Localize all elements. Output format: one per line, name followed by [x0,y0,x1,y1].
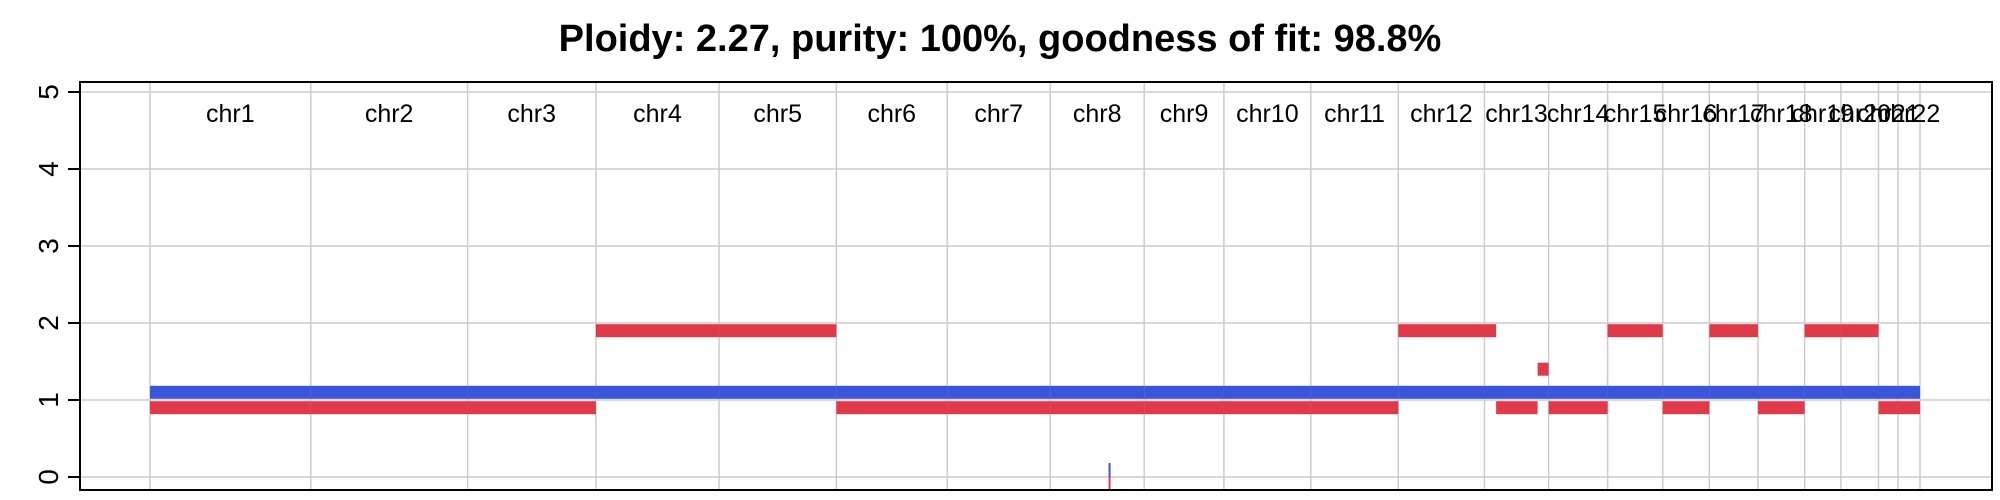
major-copy-segment [1223,401,1311,415]
major-copy-segment [1897,401,1920,415]
major-copy-segment [1310,401,1399,415]
chromosome-label: chr16 [1655,100,1718,128]
minor-copy-segment [719,385,837,399]
minor-copy-segment [1310,385,1399,399]
minor-copy-segment [1398,385,1485,399]
chromosome-label: chr11 [1324,100,1385,128]
major-copy-segment [1050,401,1145,415]
minor-copy-segment [1548,385,1608,399]
major-copy-segment [836,401,948,415]
chromosome-label: chr21 [1857,100,1920,128]
major-copy-segment [595,324,720,338]
y-tick-label: 4 [33,161,64,177]
chromosome-label: chr4 [633,100,682,128]
minor-copy-segment [1144,385,1224,399]
chromosome-label: chr10 [1236,100,1299,128]
minor-copy-segment [1662,385,1710,399]
minor-copy-segment [595,385,720,399]
minor-copy-segment [1484,385,1549,399]
minor-copy-segment [1050,385,1145,399]
minor-copy-segment [150,385,311,399]
minor-copy-segment [1804,385,1841,399]
chromosome-label: chr9 [1160,100,1209,128]
chromosome-label: chr7 [974,100,1023,128]
chromosome-label: chr3 [507,100,556,128]
major-copy-segment [1607,324,1663,338]
major-copy-segment [719,324,837,338]
minor-copy-segment [1897,385,1920,399]
major-copy-segment [1484,324,1497,338]
major-copy-segment [467,401,596,415]
minor-copy-segment [1840,385,1879,399]
minor-copy-segment [310,385,468,399]
major-copy-segment [1537,362,1549,376]
major-copy-segment [310,401,468,415]
chromosome-label: chr2 [365,100,414,128]
major-copy-segment [1496,401,1538,415]
chromosome-label: chr19 [1792,100,1855,128]
minor-copy-segment [1757,385,1805,399]
segment-layer [150,324,1920,491]
y-tick-label: 5 [33,84,64,100]
minor-copy-segment [836,385,948,399]
major-copy-segment [947,401,1051,415]
chromosome-label: chr20 [1828,100,1891,128]
y-tick-label: 0 [33,469,64,485]
chromosome-label: chr17 [1702,100,1765,128]
chromosome-label: chr5 [753,100,802,128]
label-layer: chr1 chr2 chr3 chr4 chr5 chr6 chr7 chr8 chr9 chr1… [206,100,1940,128]
chart-title: Ploidy: 2.27, purity: 100%, goodness of … [558,18,1442,60]
plot-frame [79,81,1993,491]
chromosome-label: chr8 [1073,100,1122,128]
major-copy-segment [1144,401,1224,415]
minor-copy-segment [1878,385,1898,399]
chromosome-label: chr14 [1547,100,1610,128]
minor-copy-segment [1607,385,1663,399]
minor-copy-segment [1223,385,1311,399]
chromosome-label: chr12 [1410,100,1473,128]
y-tick-label: 2 [33,315,64,331]
major-copy-segment [1548,401,1608,415]
chromosome-label: chr6 [867,100,916,128]
chromosome-label: chr18 [1750,100,1813,128]
major-copy-segment [1840,324,1879,338]
y-axis: 0 1 2 3 4 5 [33,84,81,485]
minor-copy-segment [467,385,596,399]
chromosome-label: chr22 [1878,100,1941,128]
y-tick-label: 3 [33,238,64,254]
minor-copy-segment [947,385,1051,399]
major-copy-segment [1709,324,1758,338]
major-copy-segment [1662,401,1710,415]
major-copy-segment [1398,324,1485,338]
chromosome-label: chr1 [206,100,255,128]
minor-copy-segment [1108,463,1111,477]
chromosome-label: chr15 [1604,100,1667,128]
grid-layer [80,82,1992,490]
minor-copy-segment [1709,385,1758,399]
major-copy-segment [150,401,311,415]
major-copy-segment [1108,477,1111,491]
major-copy-segment [1804,324,1841,338]
chromosome-label: chr13 [1485,100,1548,128]
major-copy-segment [1757,401,1805,415]
major-copy-segment [1878,401,1898,415]
y-tick-label: 1 [33,392,64,408]
